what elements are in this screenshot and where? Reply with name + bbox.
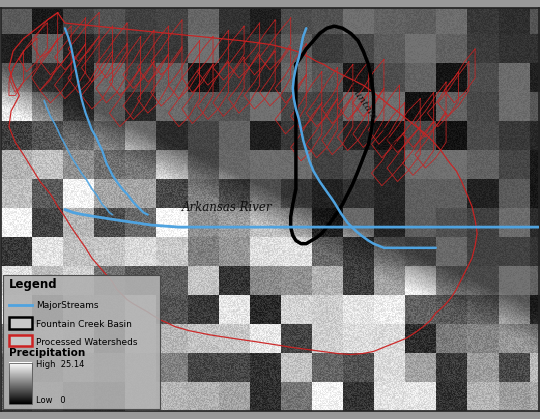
Text: Arkansas River: Arkansas River	[182, 201, 273, 214]
Text: Legend: Legend	[9, 278, 58, 291]
Text: MajorStreams: MajorStreams	[36, 301, 98, 310]
Text: Fountain Creek Basin: Fountain Creek Basin	[36, 320, 132, 329]
Text: Low   0: Low 0	[36, 396, 65, 405]
Bar	[3, 275, 160, 409]
Bar	[9, 363, 32, 404]
Bar	[9, 335, 32, 346]
Text: Precipitation: Precipitation	[9, 347, 85, 357]
Bar	[9, 317, 32, 328]
Text: Fountain Creek: Fountain Creek	[345, 78, 399, 149]
Text: Processed Watersheds: Processed Watersheds	[36, 338, 137, 347]
Text: High  25.14: High 25.14	[36, 360, 84, 369]
